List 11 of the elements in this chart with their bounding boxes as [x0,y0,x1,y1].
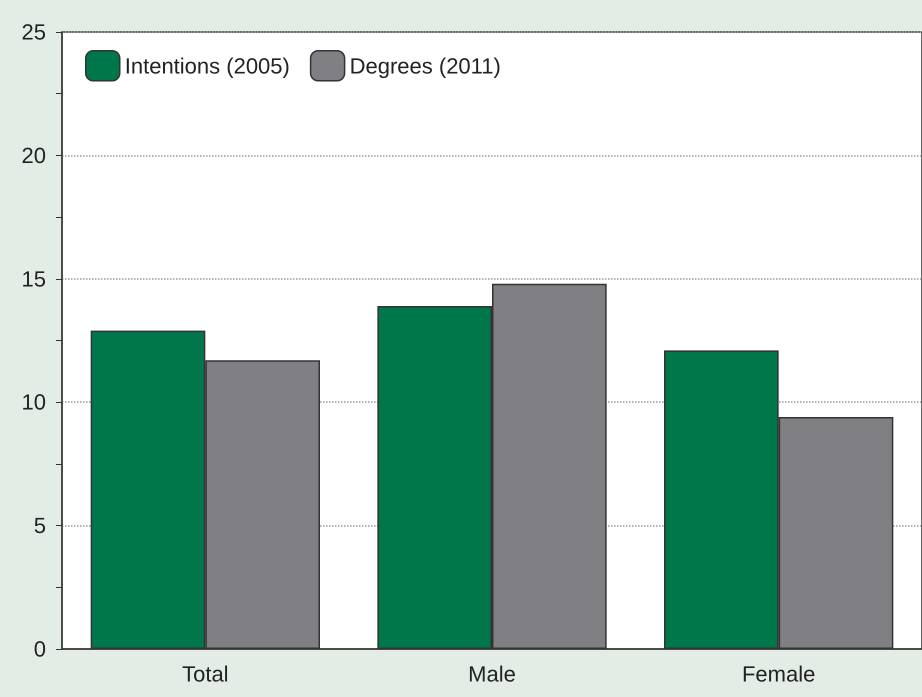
y-tick-label: 5 [34,513,46,538]
y-tick-label: 0 [34,636,46,662]
y-tick-label: 20 [22,142,46,168]
y-tick-label: 25 [22,20,46,44]
y-tick-label: 15 [22,266,46,292]
legend-label: Degrees (2011) [350,53,501,78]
x-tick-label: Female [742,662,816,686]
legend-label: Intentions (2005) [124,53,290,78]
x-tick-label: Total [182,662,229,686]
x-tick-label: Male [468,662,516,686]
y-tick-label: 10 [22,390,46,415]
